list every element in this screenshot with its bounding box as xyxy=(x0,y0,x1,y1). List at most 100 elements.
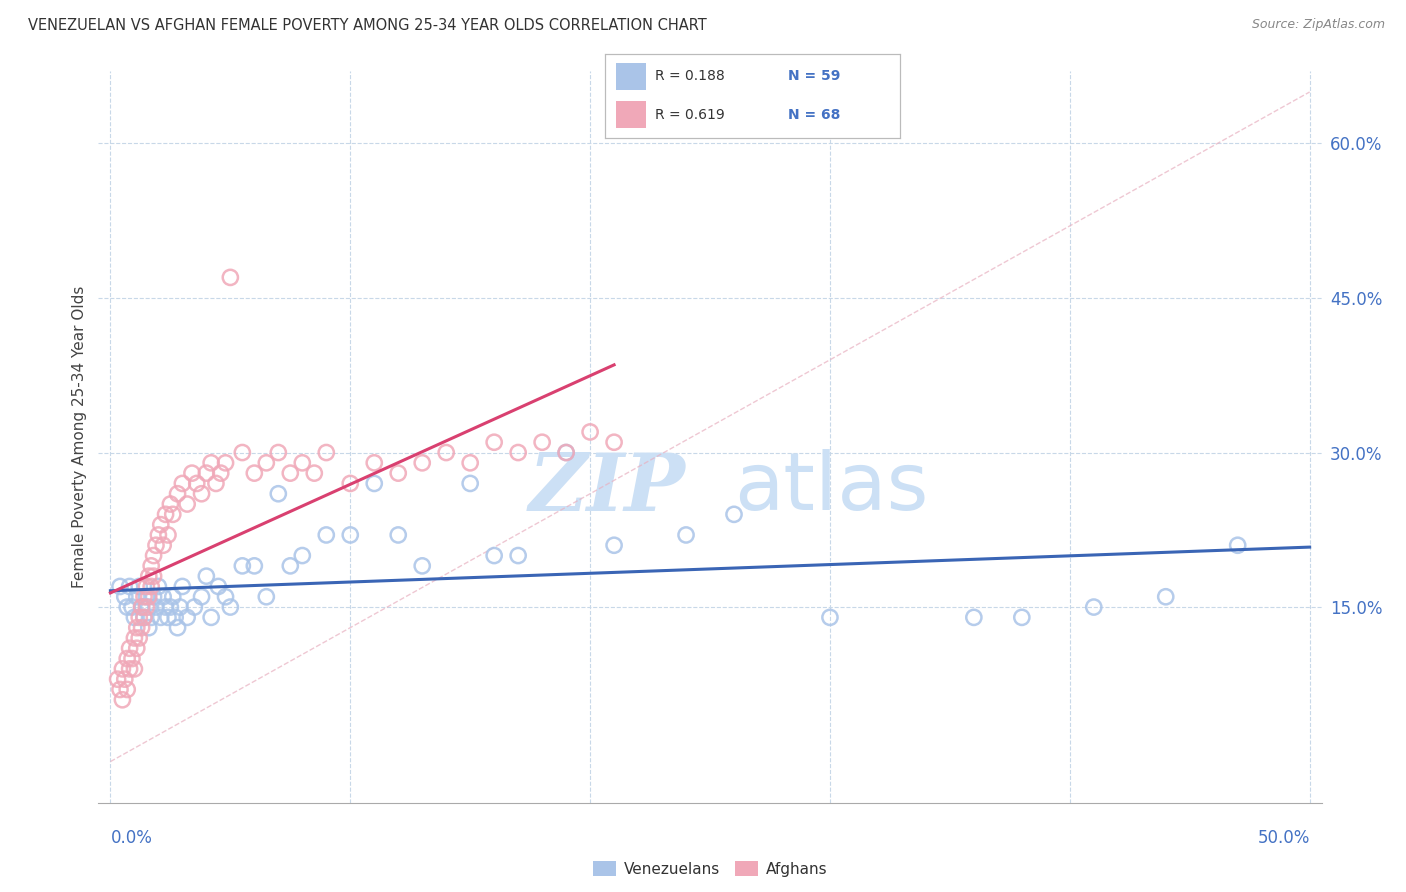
Point xyxy=(195,569,218,583)
Point xyxy=(121,651,143,665)
Text: N = 68: N = 68 xyxy=(787,108,839,121)
Point xyxy=(141,558,163,573)
Point xyxy=(603,435,626,450)
Point xyxy=(111,662,134,676)
Point xyxy=(243,558,266,573)
Point xyxy=(411,456,433,470)
Point xyxy=(162,508,184,522)
Text: R = 0.619: R = 0.619 xyxy=(655,108,724,121)
Point xyxy=(315,528,337,542)
Point xyxy=(508,445,530,459)
Point xyxy=(579,425,602,439)
Point xyxy=(135,579,157,593)
Point xyxy=(818,610,841,624)
Point xyxy=(115,651,138,665)
Point xyxy=(138,569,160,583)
Y-axis label: Female Poverty Among 25-34 Year Olds: Female Poverty Among 25-34 Year Olds xyxy=(72,286,87,588)
Point xyxy=(124,662,146,676)
Point xyxy=(131,600,153,615)
Point xyxy=(190,590,212,604)
Point xyxy=(128,631,150,645)
Point xyxy=(243,466,266,480)
Point xyxy=(458,456,481,470)
FancyBboxPatch shape xyxy=(616,101,645,128)
Point xyxy=(508,549,530,563)
Point xyxy=(138,590,160,604)
Point xyxy=(205,476,228,491)
Point xyxy=(128,610,150,624)
Point xyxy=(291,456,314,470)
Point xyxy=(209,466,232,480)
Point xyxy=(131,600,153,615)
Point xyxy=(555,445,578,459)
Text: N = 59: N = 59 xyxy=(787,70,839,83)
Point xyxy=(363,476,385,491)
Point xyxy=(723,508,745,522)
Point xyxy=(115,600,138,615)
Legend: Venezuelans, Afghans: Venezuelans, Afghans xyxy=(586,855,834,883)
Point xyxy=(118,662,141,676)
Point xyxy=(125,590,148,604)
Point xyxy=(254,456,277,470)
Point xyxy=(482,549,505,563)
Point xyxy=(118,579,141,593)
Point xyxy=(169,600,191,615)
Point xyxy=(181,466,204,480)
FancyBboxPatch shape xyxy=(616,62,645,90)
Text: 50.0%: 50.0% xyxy=(1257,829,1309,847)
Point xyxy=(200,456,222,470)
Point xyxy=(219,600,242,615)
Point xyxy=(114,672,136,686)
Point xyxy=(1011,610,1033,624)
Point xyxy=(278,558,301,573)
Point xyxy=(278,466,301,480)
Point xyxy=(142,590,165,604)
Text: ZIP: ZIP xyxy=(529,450,686,527)
Point xyxy=(267,445,290,459)
Point xyxy=(363,456,385,470)
Point xyxy=(183,600,205,615)
Point xyxy=(149,610,172,624)
Point xyxy=(315,445,337,459)
Point xyxy=(142,569,165,583)
Point xyxy=(145,600,167,615)
Point xyxy=(152,590,174,604)
Point xyxy=(207,579,229,593)
Point xyxy=(531,435,554,450)
Point xyxy=(135,600,157,615)
Point xyxy=(148,579,170,593)
Point xyxy=(555,445,578,459)
Text: R = 0.188: R = 0.188 xyxy=(655,70,724,83)
Point xyxy=(176,497,198,511)
Point xyxy=(125,641,148,656)
Point xyxy=(387,466,409,480)
Point xyxy=(125,621,148,635)
Point xyxy=(115,682,138,697)
Point xyxy=(219,270,242,285)
Point xyxy=(156,610,179,624)
Point xyxy=(152,538,174,552)
Point xyxy=(1226,538,1249,552)
Point xyxy=(159,600,181,615)
Point xyxy=(118,641,141,656)
Text: Source: ZipAtlas.com: Source: ZipAtlas.com xyxy=(1251,18,1385,31)
Point xyxy=(108,579,131,593)
Point xyxy=(482,435,505,450)
Point xyxy=(304,466,326,480)
Point xyxy=(111,693,134,707)
Point xyxy=(132,610,155,624)
Point xyxy=(200,610,222,624)
Point xyxy=(145,538,167,552)
Point xyxy=(142,549,165,563)
Text: 0.0%: 0.0% xyxy=(111,829,152,847)
Point xyxy=(267,487,290,501)
Point xyxy=(963,610,986,624)
Point xyxy=(162,590,184,604)
Point xyxy=(107,672,129,686)
Point xyxy=(434,445,457,459)
Point xyxy=(291,549,314,563)
Point xyxy=(156,528,179,542)
Point xyxy=(190,487,212,501)
Point xyxy=(231,445,253,459)
Point xyxy=(1154,590,1177,604)
